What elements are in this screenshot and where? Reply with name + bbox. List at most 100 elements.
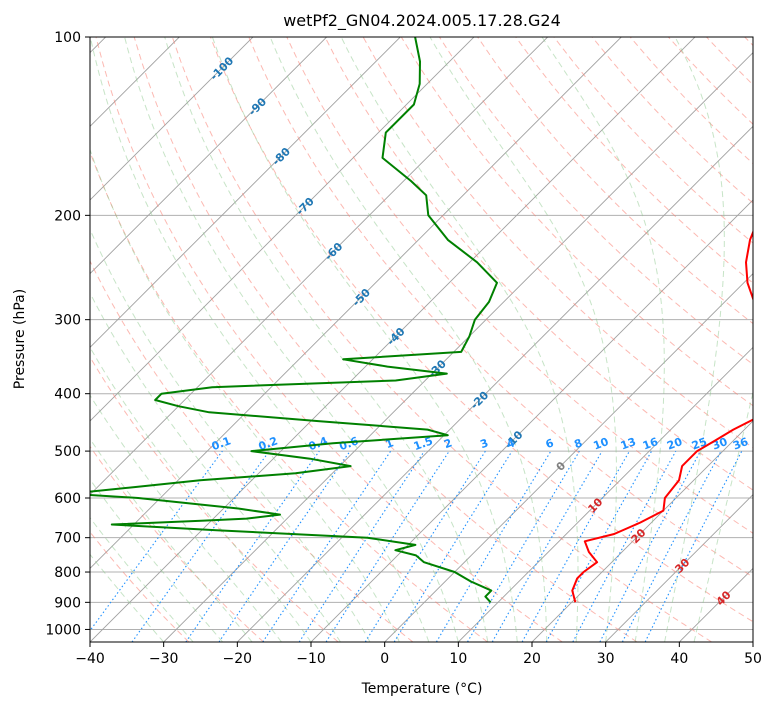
dry-adiabat-line: [90, 259, 414, 642]
mixing-ratio-line: [298, 450, 425, 642]
mixing-ratio-label: 2: [442, 436, 454, 451]
isotherm-line: [752, 641, 753, 642]
isotherm-line: [531, 420, 753, 642]
chart-title: wetPf2_GN04.2024.005.17.28.G24: [283, 11, 561, 31]
y-tick-label: 500: [54, 444, 81, 460]
moist-adiabat-line: [90, 346, 312, 642]
y-tick-label: 800: [54, 565, 81, 581]
dry-adiabat-line: [477, 37, 753, 325]
dry-adiabat-line: [210, 37, 753, 623]
isotherm-line: [90, 37, 254, 201]
mixing-ratio-label: 0.6: [338, 434, 361, 453]
isotherm-label: -50: [350, 286, 373, 309]
dry-adiabat-line: [744, 37, 753, 47]
mixing-ratio-line: [393, 450, 513, 642]
mixing-ratio-label: 10: [592, 435, 611, 453]
dry-adiabat-line: [90, 531, 190, 642]
isotherm-label: -70: [294, 195, 317, 218]
y-tick-label: 1000: [45, 622, 81, 638]
dry-adiabat-line: [90, 445, 264, 642]
moist-adiabat-line: [340, 37, 579, 642]
y-tick-label: 100: [54, 30, 81, 46]
dry-adiabat-line: [706, 37, 753, 86]
mixing-ratio-line: [545, 450, 653, 642]
x-axis-label: Temperature (°C): [361, 681, 483, 697]
mixing-ratio-labels: 0.1 0.2 0.4 0.6 1 1.5 2 3 4 6 8 10 13 16 20 25 30 36: [210, 434, 750, 453]
y-tick-label: 400: [54, 387, 81, 403]
x-tick-label: −30: [149, 651, 179, 667]
x-tick-label: −10: [296, 651, 326, 667]
mixing-ratio-label: 1: [384, 436, 396, 451]
moist-adiabat-line: [541, 37, 665, 642]
mixing-ratio-line: [644, 450, 743, 642]
mixing-ratio-label: 6: [544, 436, 556, 451]
dry-adiabat-line: [515, 37, 753, 284]
mixing-ratio-line: [218, 450, 351, 642]
isotherm-label: -60: [322, 240, 345, 263]
dry-adiabat-line: [286, 37, 753, 534]
isotherm-line: [90, 37, 180, 127]
y-axis: 100 200 300 400 500 600 700 800 900 1000: [45, 30, 90, 638]
moist-adiabat-line: [124, 37, 459, 642]
isotherm-line: [90, 37, 401, 348]
dry-adiabat-line: [591, 37, 753, 204]
isotherm-line: [90, 37, 622, 569]
isotherm-label: 40: [714, 588, 734, 608]
mixing-ratio-line: [131, 450, 270, 642]
mixing-ratio-label: 4: [505, 436, 517, 451]
mixing-ratio-line: [435, 450, 552, 642]
isotherm-label: -30: [426, 357, 449, 380]
moist-adiabat-line: [164, 37, 489, 642]
dry-adiabat-line: [668, 37, 753, 125]
x-tick-label: −20: [223, 651, 253, 667]
series-lines: [90, 37, 753, 603]
moist-adiabat-line: [90, 394, 282, 642]
isotherm-label: 20: [629, 526, 649, 546]
isotherm-line: [90, 37, 696, 642]
temperature-series-line: [571, 229, 753, 603]
dewpoint-series-line: [90, 37, 498, 603]
mixing-ratio-label: 20: [665, 435, 684, 453]
mixing-ratio-label: 16: [641, 435, 660, 453]
mixing-ratio-line: [325, 450, 450, 642]
mixing-ratio-line: [599, 450, 701, 642]
mixing-ratio-line: [262, 450, 392, 642]
y-axis-label: Pressure (hPa): [12, 289, 28, 389]
dry-adiabat-line: [248, 37, 753, 578]
mixing-ratio-label: 13: [619, 435, 638, 452]
mixing-ratio-line: [467, 450, 580, 642]
mixing-ratio-label: 3: [478, 436, 490, 451]
isotherm-label: -100: [208, 54, 237, 83]
mixing-ratio-label: 1.5: [412, 434, 435, 453]
isotherm-label: -80: [270, 145, 293, 168]
mixing-ratio-line: [521, 450, 630, 642]
y-tick-label: 700: [54, 531, 81, 547]
isotherm-line: [605, 494, 753, 642]
y-tick-label: 900: [54, 595, 81, 611]
dry-adiabat-line: [324, 37, 753, 491]
moist-adiabat-line: [90, 553, 165, 642]
moist-adiabat-line: [90, 292, 341, 642]
mixing-ratio-line: [572, 450, 677, 642]
moist-adiabat-line: [664, 37, 725, 642]
x-tick-label: 40: [670, 651, 688, 667]
mixing-ratio-line: [185, 450, 320, 642]
moist-adiabat-line: [90, 516, 194, 642]
isotherm-line: [90, 37, 328, 275]
isotherm-line: [90, 37, 475, 422]
background-lines: [90, 37, 753, 642]
moist-adiabat-line: [90, 228, 371, 642]
moist-adiabat-line: [269, 37, 548, 642]
x-tick-label: 30: [597, 651, 615, 667]
isotherm-line: [310, 199, 753, 642]
isotherm-line: [457, 346, 753, 642]
plot-frame: [89, 36, 754, 643]
isotherm-line: [90, 37, 549, 496]
moist-adiabat-line: [90, 37, 430, 642]
moist-adiabat-line: [90, 478, 223, 642]
mixing-ratio-line: [364, 450, 486, 642]
isotherm-label: -20: [468, 388, 491, 411]
x-tick-label: 0: [380, 651, 389, 667]
x-tick-label: −40: [75, 651, 105, 667]
moist-adiabat-line: [429, 37, 617, 642]
